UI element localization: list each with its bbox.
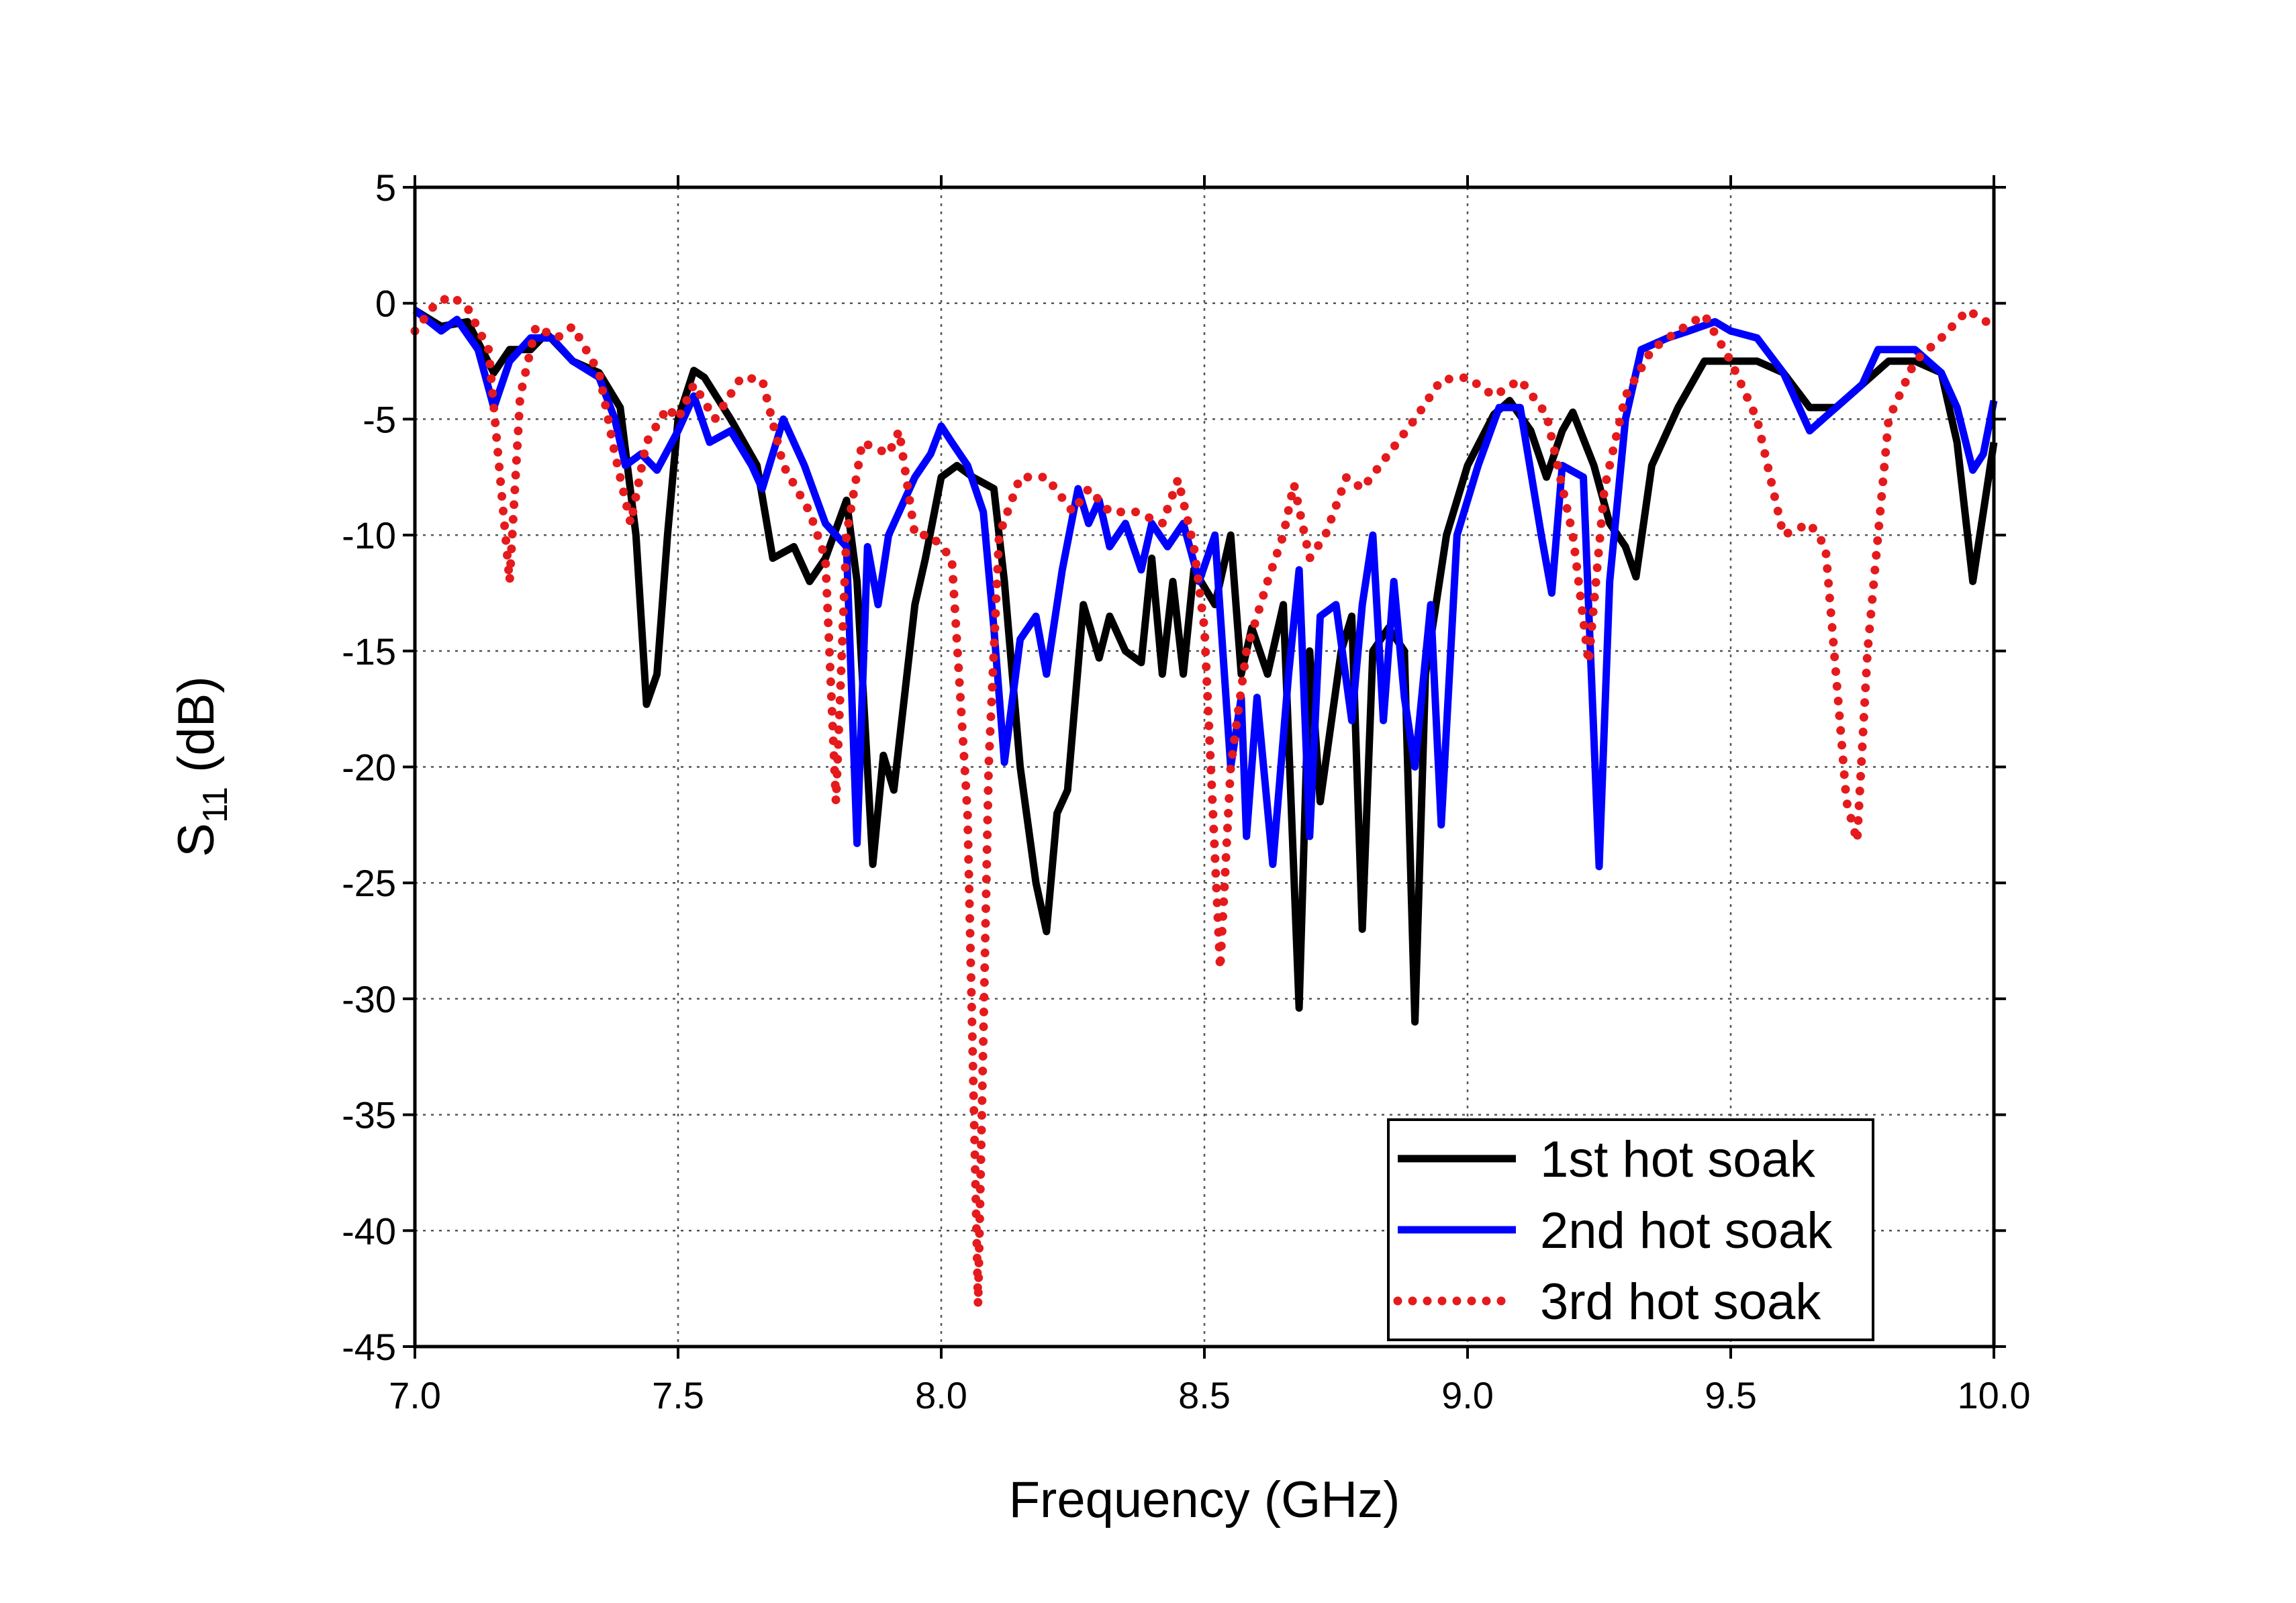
series-line [410, 291, 1999, 1305]
legend-label: 3rd hot soak [1540, 1273, 1821, 1330]
x-tick-label: 7.5 [652, 1374, 704, 1416]
x-axis-title: Frequency (GHz) [1009, 1471, 1400, 1528]
legend-label: 2nd hot soak [1540, 1202, 1833, 1259]
x-tick-label: 8.5 [1178, 1374, 1231, 1416]
y-axis-title-unit: (dB) [168, 676, 225, 787]
x-tick-label: 9.5 [1705, 1374, 1757, 1416]
y-tick-label: -40 [342, 1210, 396, 1252]
y-tick-label: -15 [342, 630, 396, 673]
y-axis-title-main: S [168, 823, 225, 857]
x-tick-label: 8.0 [915, 1374, 967, 1416]
y-tick-label: 0 [375, 283, 396, 325]
x-tick-label: 7.0 [389, 1374, 441, 1416]
legend-label: 1st hot soak [1540, 1131, 1816, 1188]
y-tick-label: 5 [375, 166, 396, 209]
series-line [413, 307, 1998, 1026]
y-tick-label: -10 [342, 514, 396, 556]
y-tick-label: -25 [342, 862, 396, 904]
y-tick-label: -30 [342, 978, 396, 1020]
y-axis-title: S11 (dB) [168, 676, 235, 857]
y-tick-label: -45 [342, 1326, 396, 1368]
y-tick-label: -20 [342, 746, 396, 789]
x-tick-label: 10.0 [1958, 1374, 2031, 1416]
y-tick-label: -5 [363, 398, 396, 440]
plot-frame [413, 185, 1996, 1349]
x-tick-label: 9.0 [1441, 1374, 1494, 1416]
y-tick-label: -35 [342, 1094, 396, 1136]
y-axis-title-sub: 11 [196, 787, 235, 823]
